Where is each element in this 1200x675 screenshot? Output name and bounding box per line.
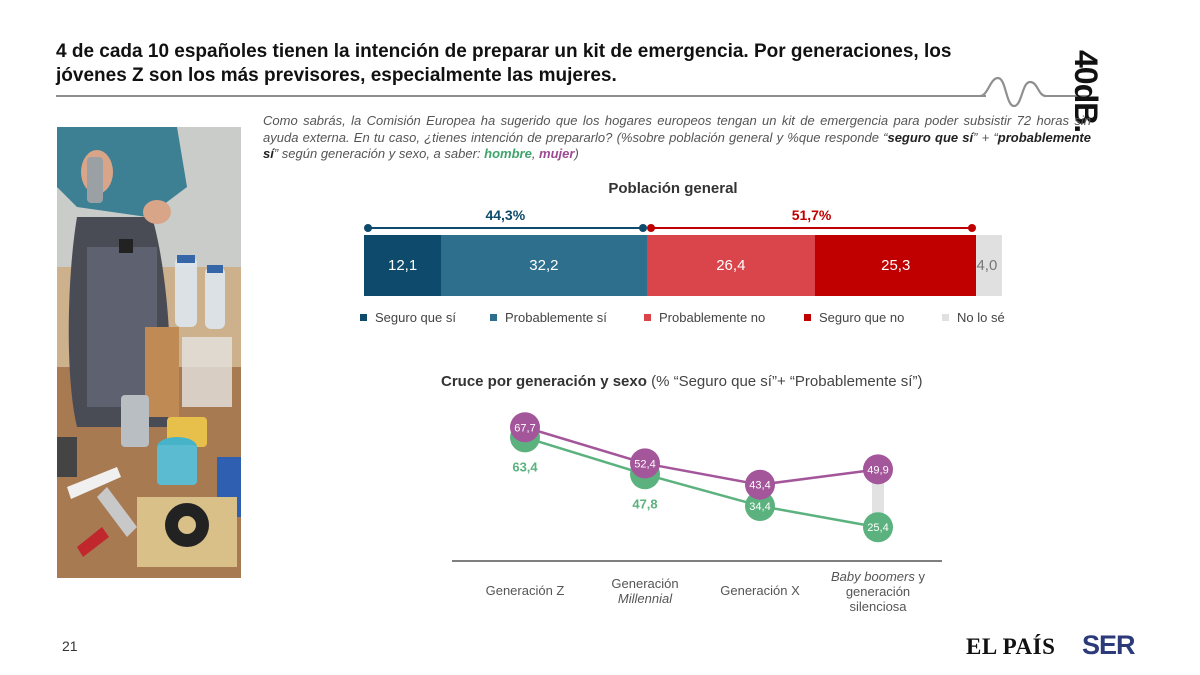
legend-swatch [804,314,811,321]
line-chart: 63,4 47,8 34,4 25,4 67,7 52,4 43,4 49,9 [452,412,942,562]
point-hombre [745,490,775,521]
legend-label: Seguro que no [819,310,905,325]
x-tick-label: Generación Millennial [611,576,679,606]
bar-segment-probablemente-no: 26,4 [646,235,816,296]
ser-logo: SER [1082,630,1136,660]
legend-label: Probablemente sí [505,310,607,325]
wave-decoration-icon [980,76,1047,108]
legend-swatch [942,314,949,321]
legend-item: Probablemente sí [490,310,607,325]
data-label-mujer: 49,9 [867,464,888,476]
point-hombre [863,512,893,543]
title-rule [56,95,986,97]
legend-label: No lo sé [957,310,1005,325]
data-label-mujer: 67,7 [514,422,535,434]
bracket-dot [968,224,977,232]
data-label-hombre: 25,4 [867,522,888,534]
legend-swatch [490,314,497,321]
survey-question: Como sabrás, la Comisión Europea ha suge… [263,113,1091,161]
data-label-hombre: 47,8 [632,496,657,511]
bar-segment-probablemente-si: 32,2 [441,235,647,296]
bracket-dot [638,224,647,232]
el-pais-logo: EL PAÍS [966,634,1056,659]
legend-label: Seguro que sí [375,310,456,325]
x-tick-label: Generación X [720,583,800,598]
bar-segment-no-lo-se: 4,0 [976,235,1002,296]
legend-item: Seguro que sí [360,310,456,325]
data-label-mujer: 43,4 [749,480,770,492]
chart-title-poblacion: Población general [608,180,738,197]
legend-item: Seguro que no [804,310,904,325]
legend-item: Probablemente no [644,310,765,325]
total-bracket [646,224,977,232]
point-mujer [863,454,893,485]
data-label-mujer: 52,4 [634,458,655,470]
page-title: 4 de cada 10 españoles tienen la intenci… [56,41,952,86]
emergency-kit-photo [57,127,241,578]
legend-swatch [360,314,367,321]
x-tick-label: Generación Z [485,583,565,598]
legend-label: Probablemente no [659,310,766,325]
legend-swatch [644,314,651,321]
bracket-dot [364,224,372,232]
total-label: 44,3% [485,207,526,223]
bar-segment-seguro-que-si: 12,1 [364,235,442,296]
stacked-bar: 12,1 32,2 26,4 25,3 4,0 [364,235,1002,296]
data-label-hombre: 63,4 [512,459,538,474]
point-mujer [510,412,540,443]
legend-item: No lo sé [942,310,1005,325]
bar-segment-seguro-que-no: 25,3 [815,235,977,296]
chart-title-cruce: Cruce por generación y sexo (% “Seguro q… [441,373,923,390]
total-label: 51,7% [791,207,832,223]
data-label-hombre: 34,4 [749,501,770,513]
point-mujer [745,469,775,500]
page-number: 21 [62,638,78,654]
series-line-hombre [524,436,879,529]
title-rule-end [1045,95,1089,97]
series-line-mujer [524,426,879,486]
total-bracket [364,224,647,232]
x-tick-label: Baby boomers y generación silenciosa [831,569,925,614]
point-mujer [630,448,660,479]
bracket-dot [646,224,655,232]
